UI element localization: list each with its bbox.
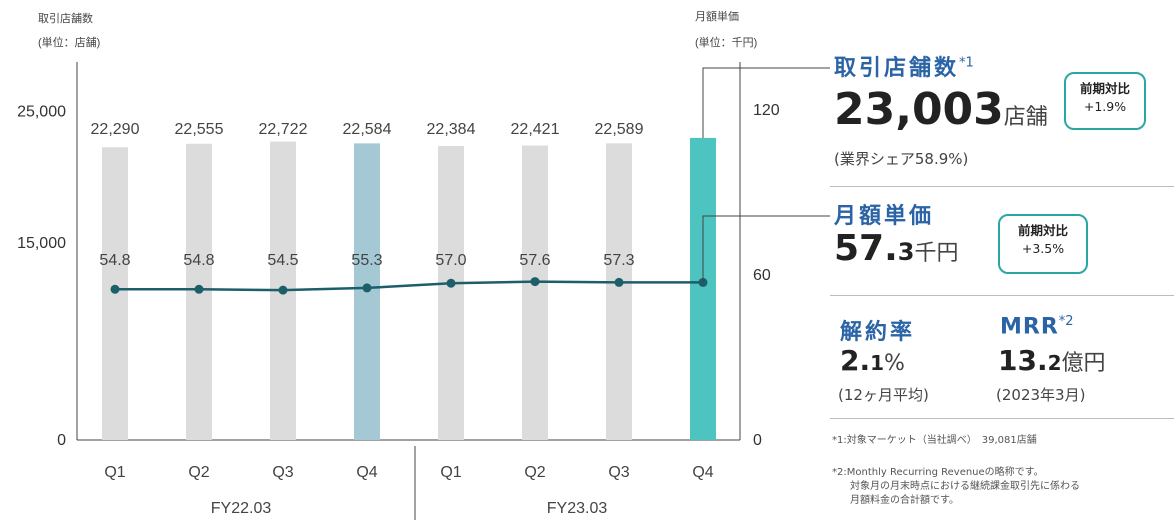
kpi-churn-sub: (12ヶ月平均): [838, 386, 929, 404]
bar-value-label: 22,722: [259, 121, 308, 138]
kpi-mrr-label: MRR*2: [1000, 314, 1074, 340]
x-tick-label: Q3: [608, 464, 629, 481]
line-value-label: 54.5: [267, 252, 298, 269]
fiscal-year-label: FY22.03: [211, 500, 272, 517]
line-point: [278, 285, 288, 295]
x-tick-label: Q4: [692, 464, 713, 481]
kpi-stores-sub: (業界シェア58.9%): [834, 150, 969, 168]
line-value-label: 57.0: [435, 252, 466, 269]
line-value-label: 55.3: [351, 252, 382, 269]
line-point: [194, 284, 204, 294]
bar-value-label: 22,384: [427, 121, 476, 138]
left-tick-label: 15,000: [17, 235, 66, 252]
kpi-mrr-sub: (2023年3月): [996, 386, 1086, 404]
bar: [438, 146, 464, 440]
price-leader-line: [702, 215, 830, 283]
left-tick-label: 0: [57, 432, 66, 449]
bar-value-label: 22,421: [511, 121, 560, 138]
bar-value-label: 22,589: [595, 121, 644, 138]
x-tick-label: Q2: [188, 464, 209, 481]
kpi-panel: 取引店舗数*1 23,003店舗 (業界シェア58.9%) 前期対比 +1.9% …: [830, 0, 1174, 520]
kpi-churn-value: 2.1%: [840, 344, 905, 377]
footnote-2-line3: 月額料金の合計額です。: [850, 495, 959, 506]
line-point: [530, 277, 540, 287]
line-value-label: 57.6: [519, 252, 550, 269]
right-tick-label: 120: [753, 102, 780, 119]
kpi-price-label: 月額単価: [834, 204, 935, 229]
x-tick-label: Q4: [356, 464, 377, 481]
bar: [522, 145, 548, 440]
right-tick-label: 0: [753, 432, 762, 449]
line-point: [110, 284, 120, 294]
right-tick-label: 60: [753, 267, 771, 284]
footnote-2-line2: 対象月の月末時点における継続課金取引先に係わる: [850, 481, 1080, 492]
kpi-churn-label: 解約率: [840, 320, 916, 345]
bar: [690, 137, 716, 441]
right-axis-title: 月額単価: [695, 9, 739, 23]
bar-value-label: 22,555: [175, 121, 224, 138]
line-value-label: 54.8: [183, 252, 214, 269]
x-tick-label: Q1: [440, 464, 461, 481]
line-point: [446, 278, 456, 288]
kpi-stores-value: 23,003店舗: [834, 84, 1048, 135]
divider: [830, 186, 1174, 187]
chart: 取引店舗数 (単位：店舗) 月額単価 (単位：千円) 0 15,000 25,000 0 60 1…: [17, 9, 830, 520]
stores-yoy-badge: 前期対比 +1.9%: [1064, 72, 1146, 130]
kpi-mrr-value: 13.2億円: [998, 344, 1106, 377]
left-axis-title: 取引店舗数: [38, 11, 93, 25]
bar-value-label: 22,584: [343, 121, 392, 138]
left-axis-unit: (単位：店舗): [38, 35, 100, 49]
line-value-label: 54.8: [99, 252, 130, 269]
bar-value-label: 22,290: [91, 121, 140, 138]
x-tick-label: Q2: [524, 464, 545, 481]
x-tick-label: Q3: [272, 464, 293, 481]
divider: [830, 418, 1174, 419]
line-value-label: 57.3: [603, 252, 634, 269]
price-yoy-badge: 前期対比 +3.5%: [998, 214, 1088, 274]
line-point: [362, 283, 372, 293]
x-tick-label: Q1: [104, 464, 125, 481]
footnote-2-line1: *2:Monthly Recurring Revenueの略称です。: [832, 467, 1044, 478]
right-axis-unit: (単位：千円): [695, 35, 757, 49]
line-series-path: [115, 280, 703, 292]
left-tick-label: 25,000: [17, 104, 66, 121]
kpi-stores-label: 取引店舗数*1: [834, 55, 974, 81]
line-point: [614, 277, 624, 287]
fiscal-year-label: FY23.03: [547, 500, 608, 517]
footnote-1: *1:対象マーケット（当社調べ） 39,081店舗: [832, 435, 1037, 446]
bar: [606, 143, 632, 441]
stores-leader-line: [702, 67, 830, 138]
divider: [830, 295, 1174, 296]
kpi-price-value: 57.3千円: [834, 228, 959, 269]
